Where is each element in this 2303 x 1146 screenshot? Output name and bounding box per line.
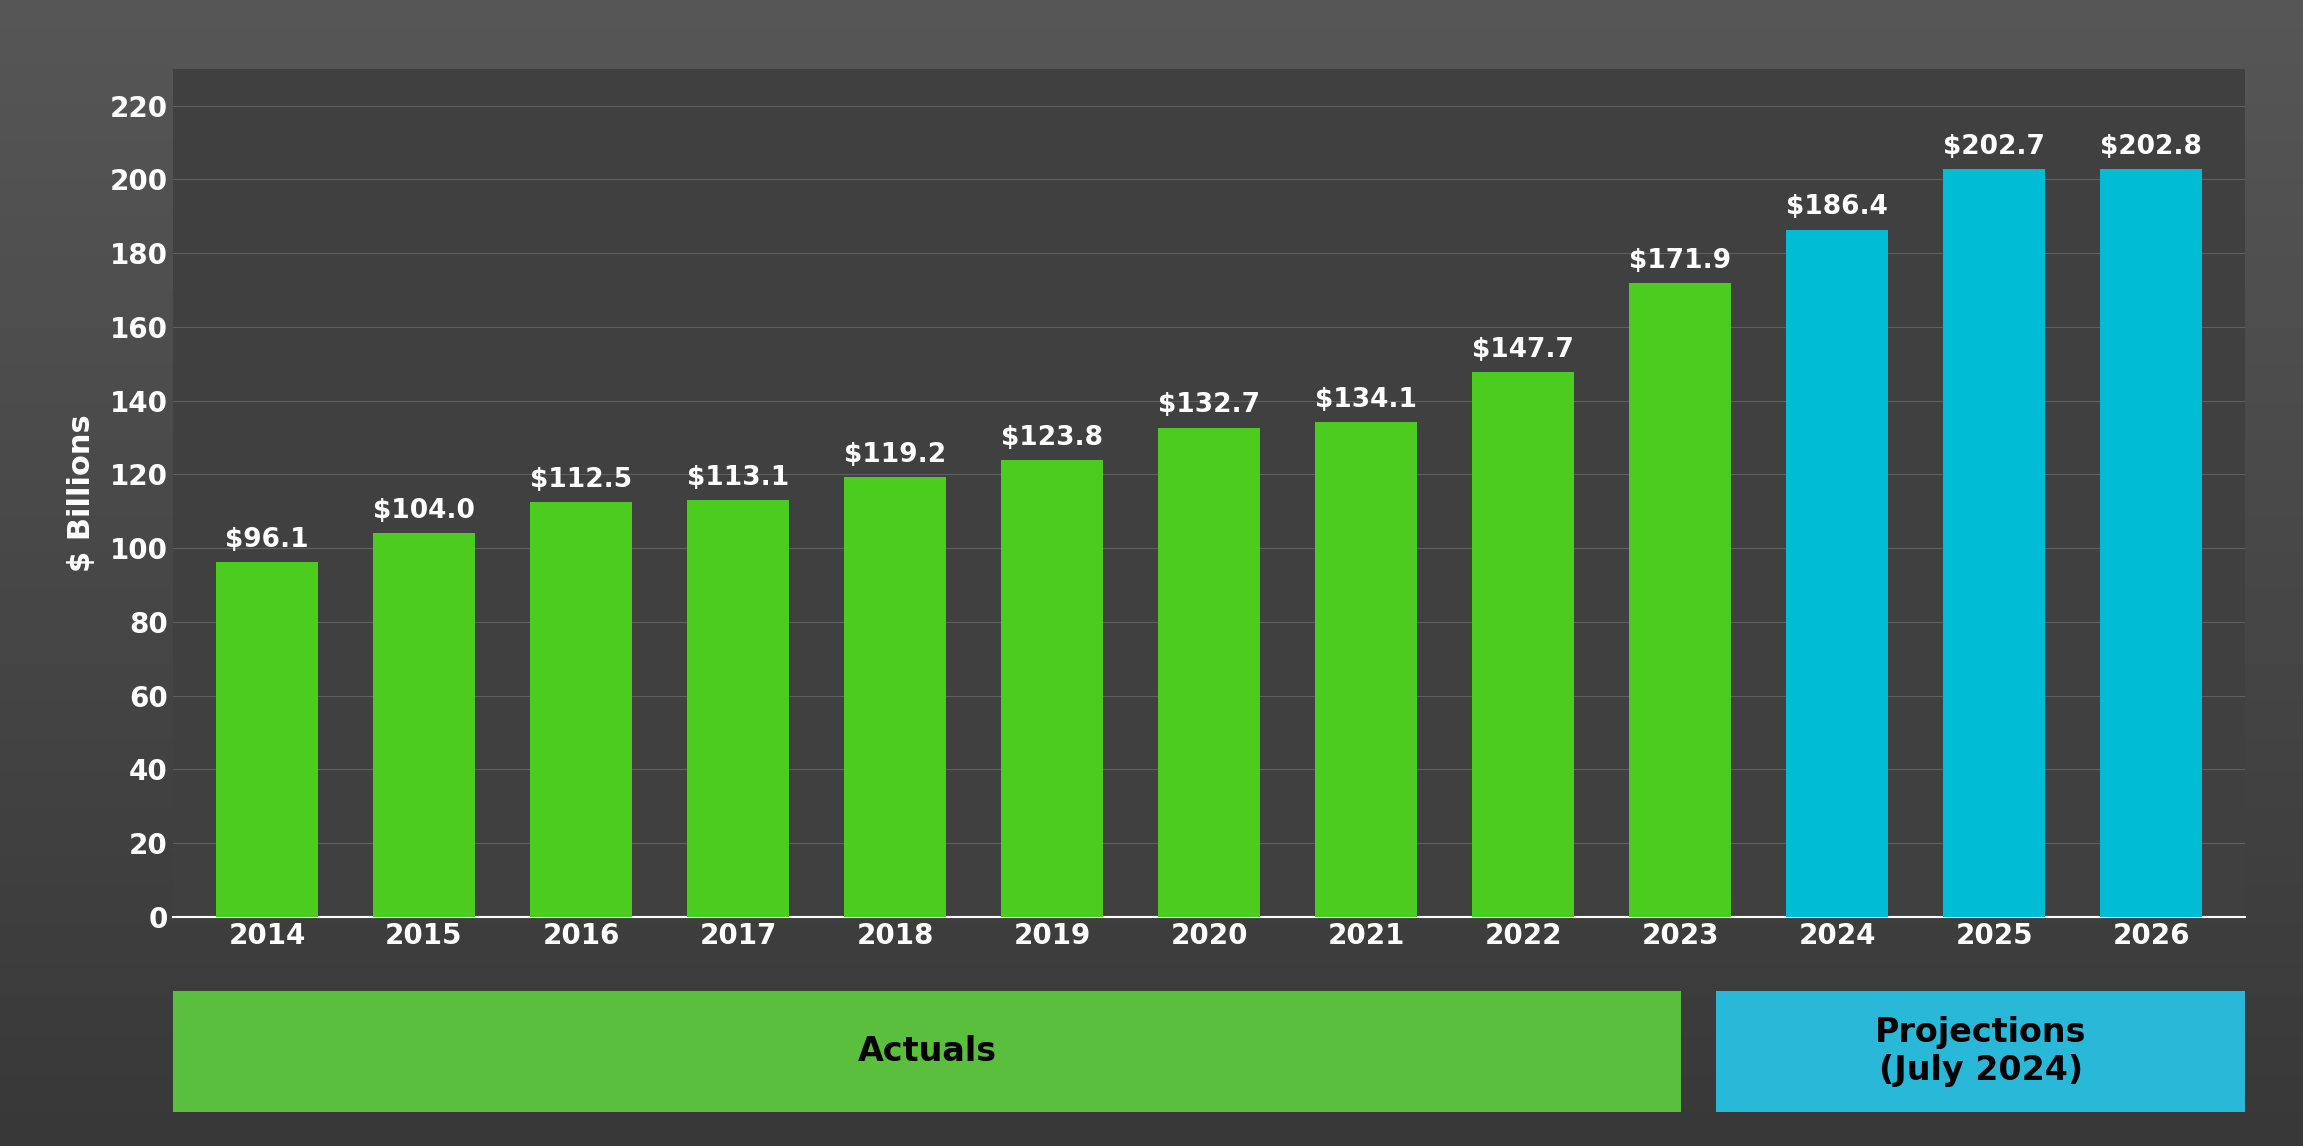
Bar	[1628, 283, 1732, 917]
Bar	[686, 500, 790, 917]
Text: $186.4: $186.4	[1787, 195, 1888, 220]
Bar	[373, 533, 474, 917]
Text: $134.1: $134.1	[1315, 387, 1416, 414]
Text: $171.9: $171.9	[1628, 248, 1732, 274]
Y-axis label: $ Billions: $ Billions	[67, 414, 97, 572]
Text: $123.8: $123.8	[1002, 425, 1103, 452]
Bar	[1944, 170, 2045, 917]
Text: $96.1: $96.1	[226, 527, 309, 554]
Bar	[2100, 170, 2202, 917]
Bar	[1158, 427, 1260, 917]
Text: $147.7: $147.7	[1472, 337, 1573, 363]
Text: $202.7: $202.7	[1944, 134, 2045, 160]
Text: Actuals: Actuals	[857, 1035, 997, 1068]
Text: $104.0: $104.0	[373, 499, 474, 524]
Text: $113.1: $113.1	[686, 464, 790, 490]
Text: Projections
(July 2024): Projections (July 2024)	[1875, 1015, 2087, 1088]
Bar	[1315, 423, 1416, 917]
Text: $132.7: $132.7	[1158, 392, 1260, 418]
Text: $112.5: $112.5	[530, 466, 631, 493]
Bar	[1787, 229, 1888, 917]
Bar	[530, 502, 631, 917]
Text: $202.8: $202.8	[2100, 134, 2202, 159]
Bar	[1002, 461, 1103, 917]
Bar	[843, 477, 947, 917]
Text: $119.2: $119.2	[843, 442, 947, 468]
Bar	[216, 563, 318, 917]
Bar	[1472, 372, 1575, 917]
